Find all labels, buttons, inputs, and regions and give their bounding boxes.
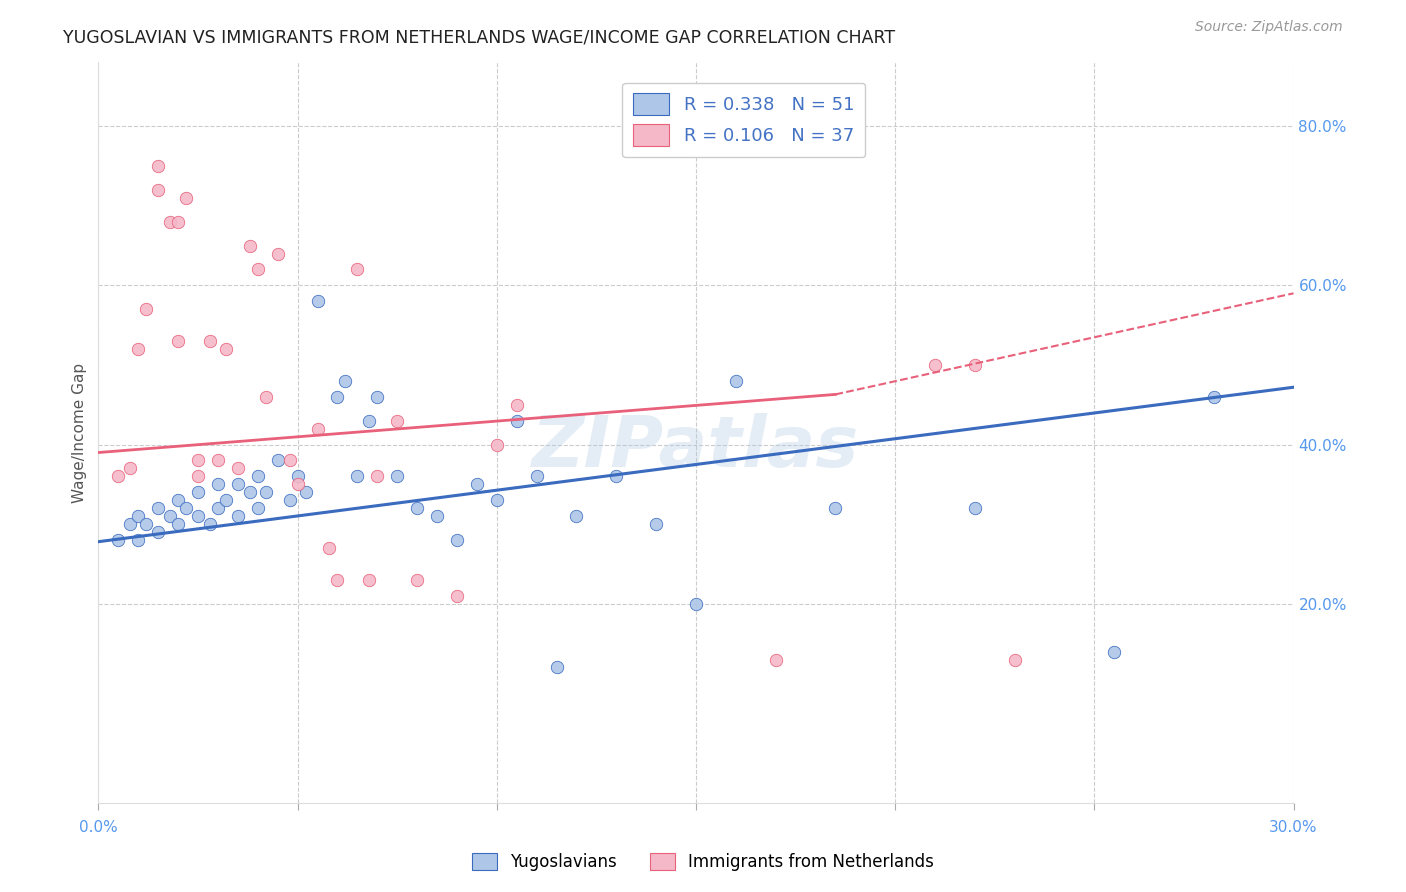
Point [135,517,157,532]
Point [127,342,149,356]
Point [326,390,349,404]
Point [167,214,190,228]
Point [287,469,309,483]
Text: Source: ZipAtlas.com: Source: ZipAtlas.com [1195,20,1343,34]
Point [924,358,946,372]
Point [226,477,249,491]
Point [207,453,229,467]
Point [239,238,262,252]
Point [148,159,170,173]
Point [159,214,181,228]
Point [120,461,142,475]
Point [148,501,170,516]
Point [346,262,368,277]
Point [207,501,229,516]
Point [187,469,209,483]
Point [198,334,221,348]
Point [120,517,142,532]
Point [307,422,329,436]
Point [506,414,529,428]
Point [267,246,290,260]
Point [278,453,301,467]
Point [148,183,170,197]
Point [127,509,149,524]
Point [526,469,548,483]
Point [346,469,368,483]
Text: 0.0%: 0.0% [79,821,118,835]
Text: YUGOSLAVIAN VS IMMIGRANTS FROM NETHERLANDS WAGE/INCOME GAP CORRELATION CHART: YUGOSLAVIAN VS IMMIGRANTS FROM NETHERLAN… [63,29,896,46]
Point [148,525,170,540]
Point [318,541,340,555]
Point [226,509,249,524]
Point [107,469,129,483]
Point [406,501,429,516]
Point [565,509,588,524]
Point [645,517,668,532]
Point [174,191,197,205]
Point [198,517,221,532]
Point [167,334,190,348]
Point [207,477,229,491]
Point [246,469,269,483]
Point [267,453,290,467]
Point [254,485,277,500]
Point [127,533,149,547]
Point [226,461,249,475]
Point [963,358,986,372]
Point [546,660,568,674]
Point [187,485,209,500]
Point [294,485,316,500]
Point [278,493,301,508]
Point [426,509,449,524]
Point [485,493,508,508]
Point [359,414,381,428]
Point [135,302,157,317]
Point [605,469,627,483]
Point [1104,644,1126,658]
Point [485,437,508,451]
Point [685,597,707,611]
Point [385,469,409,483]
Point [366,390,388,404]
Point [1004,652,1026,666]
Point [326,573,349,587]
Point [406,573,429,587]
Point [724,374,747,388]
Point [963,501,986,516]
Text: ZIPatlas: ZIPatlas [533,413,859,482]
Point [465,477,488,491]
Point [385,414,409,428]
Point [167,517,190,532]
Legend: R = 0.338   N = 51, R = 0.106   N = 37: R = 0.338 N = 51, R = 0.106 N = 37 [623,83,865,157]
Legend: Yugoslavians, Immigrants from Netherlands: Yugoslavians, Immigrants from Netherland… [464,845,942,880]
Point [215,342,238,356]
Point [506,398,529,412]
Point [824,501,846,516]
Point [187,453,209,467]
Point [107,533,129,547]
Point [287,477,309,491]
Point [187,509,209,524]
Point [215,493,238,508]
Point [765,652,787,666]
Point [359,573,381,587]
Point [239,485,262,500]
Point [174,501,197,516]
Point [246,501,269,516]
Point [254,390,277,404]
Point [335,374,357,388]
Point [446,533,468,547]
Point [1202,390,1225,404]
Point [366,469,388,483]
Point [246,262,269,277]
Point [446,589,468,603]
Text: 30.0%: 30.0% [1270,821,1317,835]
Point [159,509,181,524]
Point [167,493,190,508]
Y-axis label: Wage/Income Gap: Wage/Income Gap [72,362,87,503]
Point [307,294,329,309]
